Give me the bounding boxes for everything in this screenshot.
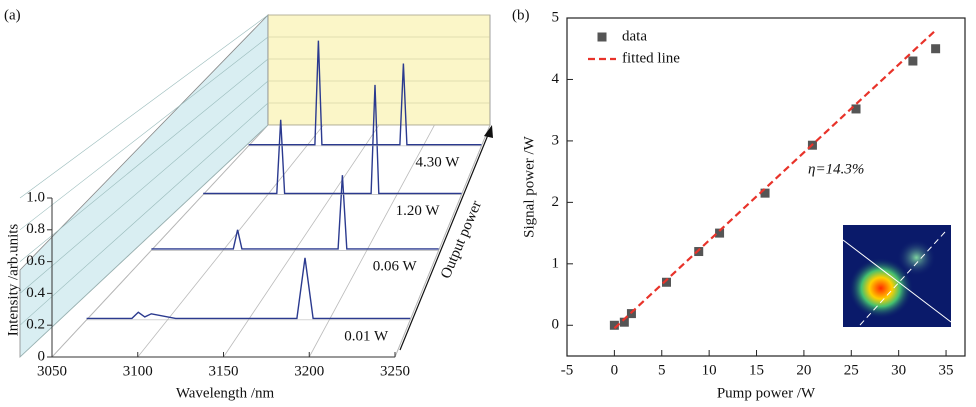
y-tick-label: 0 xyxy=(38,348,46,364)
x-tick-label: 35 xyxy=(939,362,954,378)
legend-label: 4.30 W xyxy=(416,154,461,170)
beam-inset xyxy=(842,225,952,327)
data-point xyxy=(662,277,671,287)
data-point xyxy=(851,104,861,114)
wall-grid-line xyxy=(19,80,269,294)
x-tick-label: 3200 xyxy=(294,363,324,379)
data-point xyxy=(715,228,725,238)
data-point xyxy=(931,44,941,54)
arrow-head xyxy=(484,125,493,138)
legend-label: 0.01 W xyxy=(344,328,389,344)
y-tick-label: 5 xyxy=(552,9,560,25)
wall-grid-line xyxy=(19,58,269,262)
floor-grid-line xyxy=(394,124,491,358)
x-tick-label: -5 xyxy=(561,362,574,378)
x-tick-label: 15 xyxy=(749,362,764,378)
panel-label: (a) xyxy=(4,7,21,23)
x-tick-label: 20 xyxy=(796,362,811,378)
panel-label: (b) xyxy=(512,7,530,23)
spectrum xyxy=(151,175,439,250)
fit-line xyxy=(613,29,937,330)
x-tick-label: 3050 xyxy=(37,363,67,379)
y-tick-label: 0 xyxy=(552,317,560,333)
y-tick-label: 1 xyxy=(552,255,560,271)
y-axis-title: Signal power /W xyxy=(521,135,537,237)
plot-frame xyxy=(566,17,966,357)
spectrum xyxy=(248,40,482,146)
floor-grid-line xyxy=(137,124,324,358)
x-tick-label: 3250 xyxy=(380,363,410,379)
wall-grid-line xyxy=(19,14,269,199)
depth-arrow xyxy=(399,129,491,351)
annotation: η=14.3% xyxy=(808,161,864,177)
y-tick-label: 2 xyxy=(552,194,560,210)
data-point xyxy=(619,317,629,327)
x-tick-label: 10 xyxy=(702,362,717,378)
legend-label: fitted line xyxy=(622,50,680,66)
back-wall xyxy=(267,14,491,126)
wall-grid-line xyxy=(19,36,269,231)
x-tick-label: 3150 xyxy=(209,363,239,379)
y-axis-title: Intensity /arb.units xyxy=(5,224,21,337)
legend-swatch xyxy=(597,32,607,42)
y-tick-label: 0.6 xyxy=(26,253,45,269)
x-tick-label: 3100 xyxy=(123,363,153,379)
data-point xyxy=(760,188,770,198)
y-tick-label: 0.4 xyxy=(26,285,45,301)
y-tick-label: 4 xyxy=(552,71,560,87)
x-axis-title: Pump power /W xyxy=(717,385,816,401)
legend-label: 0.06 W xyxy=(373,259,418,275)
spectrum xyxy=(86,257,411,320)
legend-label: 1.20 W xyxy=(396,203,441,219)
y-tick-label: 1.0 xyxy=(26,189,45,205)
data-point xyxy=(609,320,619,330)
wall-grid-line xyxy=(19,102,269,326)
y-tick-label: 3 xyxy=(552,132,560,148)
wall-grid-line xyxy=(19,124,269,358)
data-point xyxy=(908,56,918,66)
spectrum xyxy=(203,84,462,195)
y-tick-label: 0.2 xyxy=(26,317,45,333)
x-tick-label: 5 xyxy=(658,362,666,378)
x-axis-title: Wavelength /nm xyxy=(176,385,275,401)
x-tick-label: 30 xyxy=(891,362,906,378)
x-tick-label: 25 xyxy=(844,362,859,378)
y-tick-label: 0.8 xyxy=(26,221,45,237)
x-tick-label: 0 xyxy=(611,362,619,378)
legend-label: data xyxy=(622,28,647,44)
